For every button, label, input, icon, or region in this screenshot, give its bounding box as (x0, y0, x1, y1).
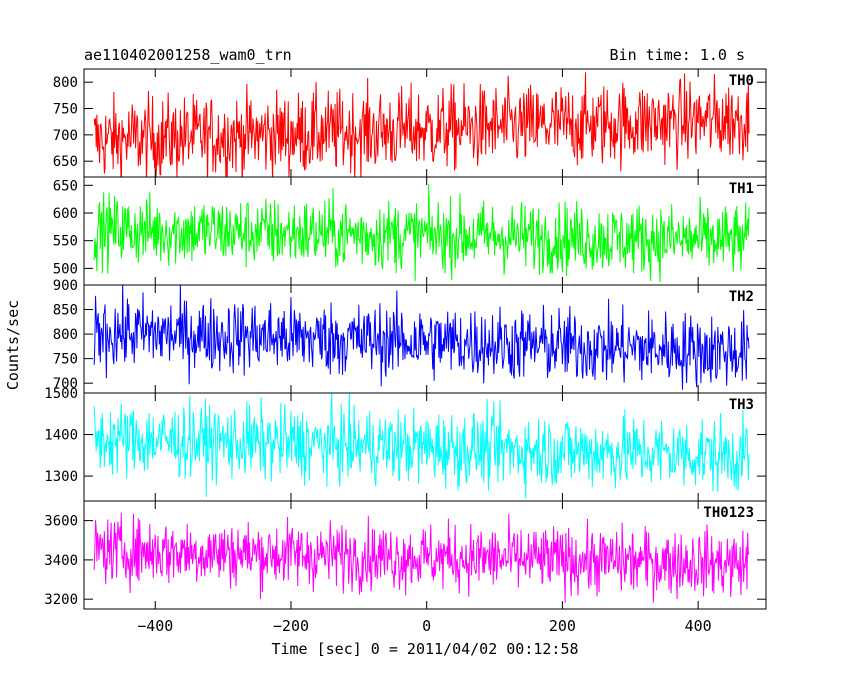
y-tick-label: 1500 (44, 386, 78, 402)
y-tick-label: 850 (53, 303, 78, 319)
series-label-th1: TH1 (729, 181, 754, 197)
y-tick-label: 3400 (44, 553, 78, 569)
series-label-th3: TH3 (729, 397, 754, 413)
panel-frame (83, 500, 767, 610)
x-axis-label: Time [sec] 0 = 2011/04/02 00:12:58 (271, 640, 578, 658)
y-tick-label: 750 (53, 352, 78, 368)
y-tick-label: 1300 (44, 469, 78, 485)
y-tick-label: 650 (53, 178, 78, 194)
series-line-th1 (93, 184, 750, 283)
y-tick-label: 700 (53, 376, 78, 392)
x-tick-label: 0 (422, 617, 431, 635)
y-tick-label: 800 (53, 75, 78, 91)
y-tick-label: 1400 (44, 428, 78, 444)
series-line-th0123 (93, 512, 750, 603)
y-tick-label: 800 (53, 327, 78, 343)
y-tick-label: 600 (53, 206, 78, 222)
x-tick-label: −200 (273, 617, 309, 635)
series-label-th0123: TH0123 (703, 505, 754, 521)
y-tick-label: 650 (53, 154, 78, 170)
series-line-th3 (93, 393, 750, 499)
x-tick-label: 200 (549, 617, 576, 635)
series-line-th0 (93, 72, 750, 177)
series-label-th2: TH2 (729, 289, 754, 305)
y-axis-label: Counts/sec (4, 300, 22, 390)
y-tick-label: 700 (53, 128, 78, 144)
y-tick-label: 750 (53, 102, 78, 118)
chart-panels: 650 700 750 800 TH0 500 550 600 650 TH1 700 750 800 8… (44, 68, 767, 635)
series-label-th0: TH0 (729, 73, 754, 89)
chart-title: ae110402001258_wam0_trn (84, 46, 292, 64)
x-tick-label: −400 (137, 617, 173, 635)
series-line-th2 (93, 285, 750, 390)
x-tick-label: 400 (685, 617, 712, 635)
y-tick-label: 550 (53, 234, 78, 250)
bin-time-label: Bin time: 1.0 s (610, 46, 745, 64)
y-tick-label: 3600 (44, 514, 78, 530)
y-tick-label: 900 (53, 278, 78, 294)
y-tick-label: 500 (53, 261, 78, 277)
y-tick-label: 3200 (44, 592, 78, 608)
